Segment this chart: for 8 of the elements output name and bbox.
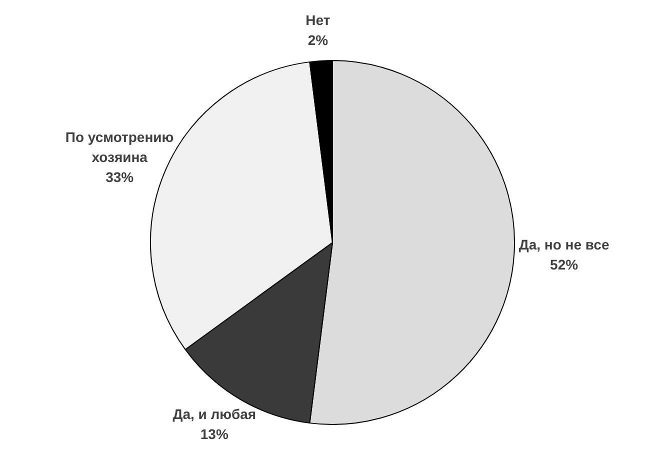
data-label: 52% [550,256,579,273]
slice-label: Нет [306,12,330,28]
slice-label: Да, но не все [518,236,610,253]
data-label: 13% [200,426,229,442]
slice-label: По усмотрению хозяина [65,129,174,166]
slice-label: Да, и любая [172,406,256,422]
data-label: 33% [106,169,134,186]
data-label: 2% [308,32,329,48]
